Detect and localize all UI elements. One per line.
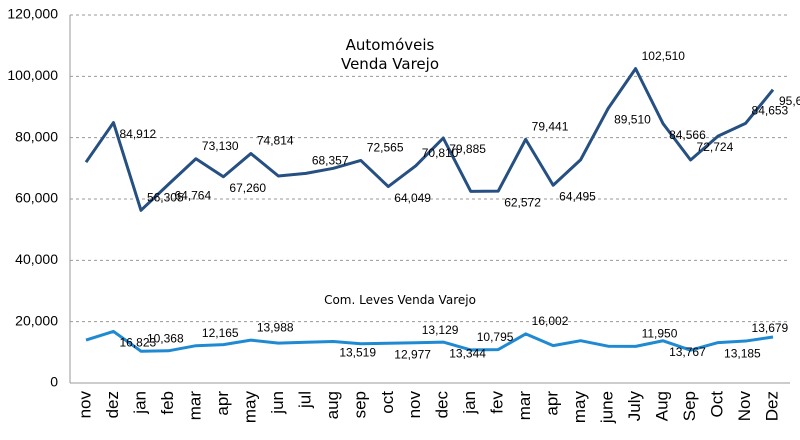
data-label: 67,260 [229,181,266,195]
y-tick-label: 60,000 [15,190,58,206]
data-label: 10,368 [147,331,184,345]
data-label: 95,640 [779,94,800,108]
y-tick-label: 20,000 [15,312,58,328]
data-label: 13,519 [339,346,376,360]
y-tick-label: 40,000 [15,251,58,267]
x-tick-label: may [570,391,589,424]
data-label: 16,823 [119,336,156,350]
data-label: 12,977 [394,347,431,361]
data-label: 62,572 [504,195,541,209]
data-label: 72,724 [697,140,734,154]
x-tick-label: dez [103,391,122,418]
data-label: 64,495 [559,189,596,203]
x-tick-label: june [598,391,617,424]
y-tick-label: 120,000 [7,6,58,22]
x-tick-label: feb [158,391,177,415]
data-label: 89,510 [614,113,651,127]
series-label: Com. Leves Venda Varejo [324,293,476,307]
x-tick-label: sep [350,391,369,418]
data-label: 13,767 [669,345,706,359]
x-tick-label: Dez [762,391,781,421]
x-tick-label: fev [488,391,507,414]
x-tick-label: apr [213,391,232,416]
data-label: 64,764 [174,189,211,203]
x-tick-label: Sep [680,391,699,421]
series-line [85,329,774,353]
series-label: Automóveis Venda Varejo [340,36,439,73]
x-tick-label: nov [405,391,424,419]
x-tick-label: Nov [735,391,754,422]
x-tick-label: jul [295,391,314,409]
data-label: 13,185 [724,347,761,361]
series-line [84,67,775,212]
data-label: 56,305 [147,191,184,205]
data-label: 16,002 [532,314,569,328]
data-label: 79,441 [532,120,569,134]
data-label: 72,565 [367,141,404,155]
y-tick-label: 80,000 [15,128,58,144]
x-tick-label: may [240,391,259,424]
data-label: 74,814 [257,134,294,148]
data-label: 84,912 [119,127,156,141]
data-label: 102,510 [642,49,686,63]
data-label: 68,357 [312,154,349,168]
x-tick-label: jan [460,391,479,415]
data-label: 13,988 [257,320,294,334]
data-label: 73,130 [202,139,239,153]
data-label: 84,566 [669,128,706,142]
data-label: 64,049 [394,191,431,205]
y-tick-label: 0 [50,374,58,390]
data-label: 70,810 [422,146,459,160]
x-tick-label: oct [378,391,397,414]
data-label: 11,950 [642,327,678,341]
x-tick-label: dec [433,391,452,419]
x-tick-label: Oct [708,391,727,418]
x-tick-label: apr [543,391,562,416]
x-tick-label: July [625,391,644,422]
data-label: 13,129 [422,323,459,337]
x-tick-label: jan [130,391,149,415]
x-tick-label: Aug [653,391,672,421]
x-tick-label: mar [515,391,534,421]
data-label: 12,165 [202,326,239,340]
data-label: 10,795 [477,330,514,344]
data-label: 79,885 [449,142,486,156]
x-tick-label: nov [75,391,94,419]
x-tick-label: aug [323,391,342,419]
x-tick-label: jun [268,391,287,415]
data-label: 84,653 [752,104,789,118]
data-label: 13,344 [449,346,486,360]
x-tick-label: mar [185,391,204,421]
data-label: 13,679 [752,321,789,335]
y-tick-label: 100,000 [7,67,58,83]
